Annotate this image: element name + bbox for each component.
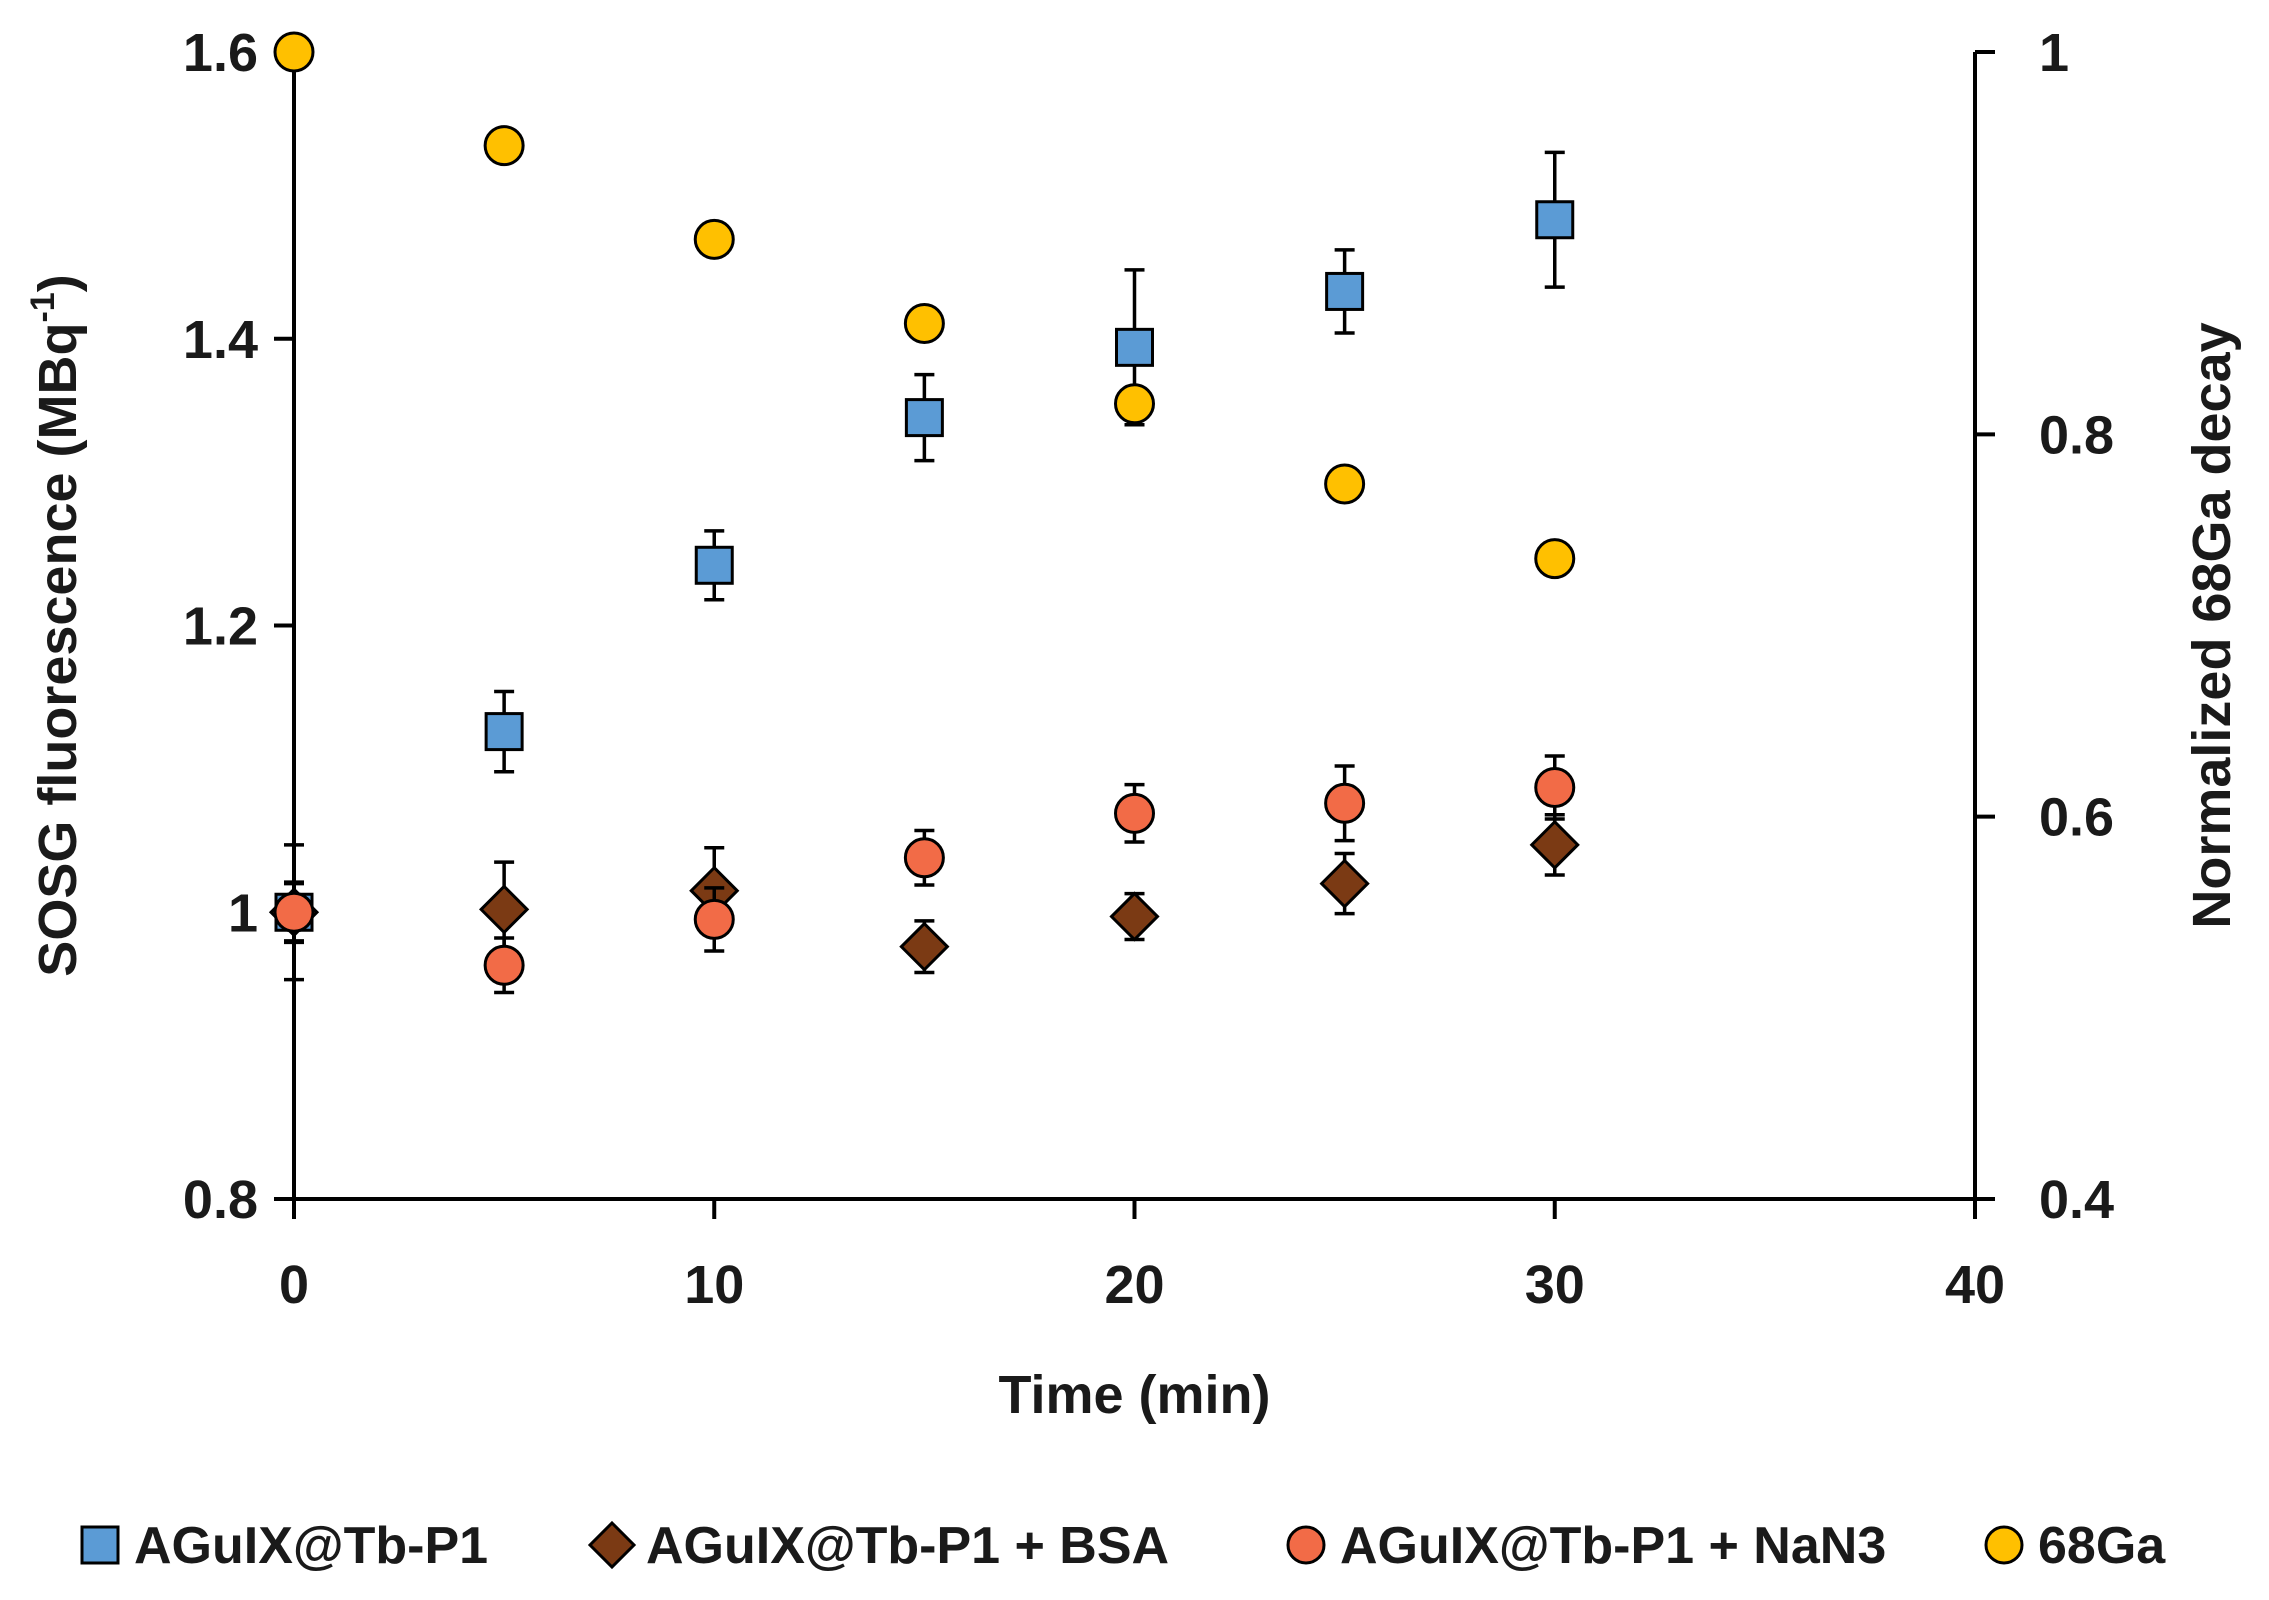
data-point bbox=[903, 302, 945, 344]
data-point bbox=[1114, 792, 1155, 834]
y2-tick-label: 1 bbox=[2039, 23, 2069, 83]
data-point bbox=[1324, 463, 1366, 505]
legend-item: AGuIX@Tb-P1 + BSA bbox=[587, 1517, 1169, 1575]
data-point bbox=[483, 944, 525, 986]
data-point bbox=[1534, 767, 1576, 809]
y2-tick-label: 0.8 bbox=[2039, 405, 2114, 465]
data-point bbox=[273, 31, 315, 73]
legend-item: 68Ga bbox=[1984, 1517, 2166, 1575]
y-tick-label: 1 bbox=[228, 883, 258, 943]
legend-label: AGuIX@Tb-P1 + BSA bbox=[646, 1517, 1169, 1575]
x-axis-title: Time (min) bbox=[998, 1365, 1270, 1425]
x-tick-label: 30 bbox=[1525, 1255, 1585, 1315]
data-point bbox=[1325, 271, 1365, 311]
data-point bbox=[1324, 782, 1366, 824]
data-point bbox=[479, 884, 530, 935]
y-axis-title: SOSG fluorescence (MBq-1) bbox=[24, 274, 88, 976]
data-point bbox=[1535, 200, 1575, 240]
legend-symbol bbox=[1286, 1525, 1326, 1565]
legend-item: AGuIX@Tb-P1 bbox=[80, 1517, 488, 1575]
data-point bbox=[484, 712, 524, 752]
y-tick-label: 1.2 bbox=[183, 597, 258, 657]
x-tick-label: 10 bbox=[684, 1255, 744, 1315]
y2-axis-title: Normalized 68Ga decay bbox=[2182, 322, 2242, 928]
legend-symbol bbox=[587, 1520, 637, 1570]
x-tick-label: 0 bbox=[279, 1255, 309, 1315]
data-point bbox=[694, 545, 734, 585]
legend-symbol bbox=[1984, 1525, 2024, 1565]
data-point bbox=[693, 898, 735, 940]
series-2 bbox=[273, 754, 1576, 995]
data-point bbox=[1109, 891, 1160, 942]
data-point bbox=[693, 218, 735, 260]
data-point bbox=[899, 921, 950, 972]
data-point bbox=[903, 837, 945, 879]
legend: AGuIX@Tb-P1 AGuIX@Tb-P1 + BSA AGuIX@Tb-P1 … bbox=[80, 1517, 2166, 1575]
legend-symbol bbox=[80, 1525, 120, 1565]
y-tick-label: 1.4 bbox=[183, 310, 258, 370]
data-point bbox=[1114, 383, 1155, 425]
y2-tick-label: 0.4 bbox=[2039, 1170, 2114, 1230]
series-0 bbox=[274, 150, 1575, 943]
data-point bbox=[483, 125, 525, 167]
x-tick-label: 40 bbox=[1945, 1255, 2005, 1315]
series-3 bbox=[273, 31, 1576, 580]
y-tick-label: 0.8 bbox=[183, 1170, 258, 1230]
legend-label: AGuIX@Tb-P1 + NaN3 bbox=[1340, 1517, 1886, 1575]
data-point bbox=[1319, 858, 1370, 909]
data-point bbox=[1115, 327, 1154, 367]
data-point bbox=[1534, 538, 1576, 580]
legend-item: AGuIX@Tb-P1 + NaN3 bbox=[1286, 1517, 1886, 1575]
data-point bbox=[273, 891, 315, 933]
data-point bbox=[1529, 819, 1580, 870]
y2-tick-label: 0.6 bbox=[2039, 788, 2114, 848]
legend-label: 68Ga bbox=[2038, 1517, 2166, 1575]
x-tick-label: 20 bbox=[1104, 1255, 1164, 1315]
legend-label: AGuIX@Tb-P1 bbox=[134, 1517, 488, 1575]
y-tick-label: 1.6 bbox=[183, 23, 258, 83]
data-point bbox=[904, 398, 944, 438]
